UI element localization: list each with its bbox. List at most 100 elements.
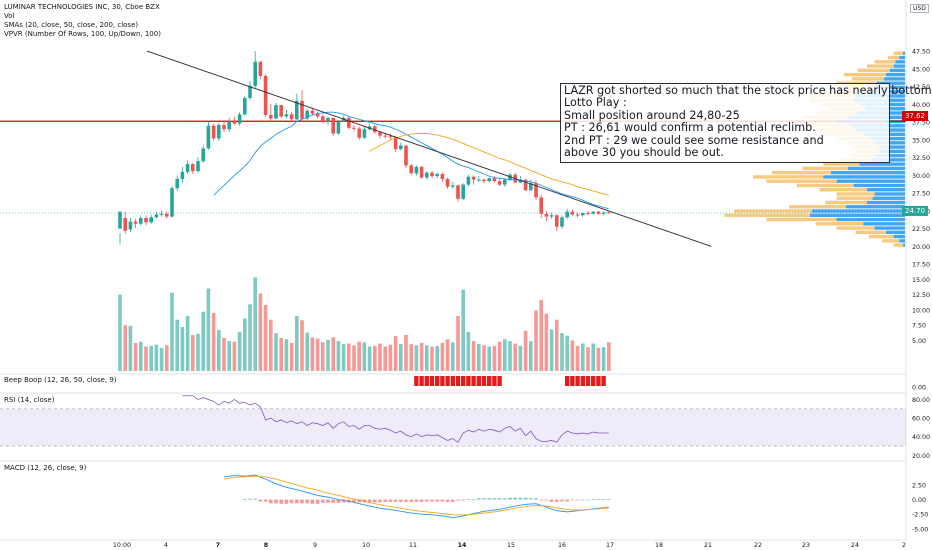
vp-row-down <box>724 213 810 217</box>
volume-bar <box>435 345 439 371</box>
time-tick-label: 9 <box>313 542 317 549</box>
candle-body <box>607 212 611 214</box>
candle-body <box>414 166 419 174</box>
volume-bar <box>133 342 138 371</box>
candle-body <box>492 178 497 182</box>
volume-bar <box>518 345 523 371</box>
vp-row-up <box>836 217 905 222</box>
candle-body <box>243 97 247 115</box>
annotation-box[interactable]: LAZR got shorted so much that the stock … <box>560 83 932 163</box>
vp-row-up <box>863 222 905 226</box>
vp-row-up <box>853 183 905 188</box>
macd-histogram-bar <box>508 497 512 500</box>
beep-bar <box>435 376 440 386</box>
macd-histogram-bar <box>513 497 517 500</box>
beep-bar <box>424 376 429 386</box>
vpvr-legend[interactable]: VPVR (Number Of Rows, 100, Up/Down, 100) <box>4 30 161 38</box>
volume-bar <box>310 337 315 371</box>
volume-bar <box>175 319 179 371</box>
candle-body <box>456 185 460 199</box>
time-tick-label: 11 <box>409 542 417 549</box>
vp-row-down <box>819 188 867 192</box>
vp-row-up <box>846 205 905 209</box>
volume-bar <box>544 313 549 371</box>
vp-row-up <box>886 230 905 235</box>
macd-signal-line <box>223 475 609 516</box>
macd-histogram-bar <box>430 499 434 502</box>
candle-body <box>170 188 174 217</box>
volume-bar <box>336 341 341 371</box>
volume-bar <box>367 346 372 371</box>
volume-bar <box>419 342 424 371</box>
volume-bar <box>269 319 273 371</box>
price-tick-label: 32.50 <box>912 155 930 162</box>
resistance-price-tag: 37.62 <box>901 111 928 121</box>
beep-boop-label[interactable]: Beep Boop (12, 26, 50, close, 9) <box>4 376 117 384</box>
volume-bar <box>191 334 195 371</box>
candle-body <box>518 179 523 183</box>
volume-bars <box>118 277 611 371</box>
macd-histogram-bar <box>326 499 330 503</box>
sma-legend[interactable]: SMAs (20, close, 50, close, 200, close) <box>4 21 139 29</box>
vp-row-down <box>789 205 847 209</box>
volume-tick-label: 12.50 <box>912 292 930 299</box>
candle-body <box>144 218 148 223</box>
volume-bar <box>185 316 190 371</box>
vp-row-up <box>889 68 905 73</box>
macd-label[interactable]: MACD (12, 26, close, 9) <box>4 464 87 472</box>
candle-body <box>128 221 133 230</box>
volume-bar <box>331 337 335 371</box>
beep-bar <box>466 376 471 386</box>
macd-histogram-bar <box>560 499 564 502</box>
macd-tick-label: -2.50 <box>912 512 928 519</box>
vp-row-down <box>851 77 885 81</box>
candle-body <box>279 105 283 117</box>
candle-body <box>596 211 601 214</box>
candle-body <box>149 217 153 223</box>
candle-body <box>274 105 278 119</box>
vp-row-down <box>815 222 864 226</box>
candle-body <box>409 165 413 174</box>
macd-tick-label: -5.00 <box>912 526 928 533</box>
candle-body <box>263 75 268 116</box>
vp-row-down <box>753 175 824 179</box>
volume-bar <box>440 342 445 371</box>
macd-histogram-bar <box>388 499 393 502</box>
volume-bar <box>253 277 257 371</box>
candle-body <box>165 213 169 217</box>
candle-body <box>341 117 346 122</box>
time-tick-label: 14 <box>458 542 467 549</box>
vp-row-up <box>867 200 905 205</box>
candle-body <box>237 114 242 124</box>
candle-body <box>206 125 211 149</box>
candle-body <box>336 121 341 134</box>
candle-body <box>430 172 434 177</box>
price-axis: 47.50 45.00 42.50 40.00 37.50 35.00 32.50 30.00… <box>912 49 930 534</box>
candle-body <box>487 178 491 182</box>
time-tick-label: 24 <box>851 542 859 549</box>
rsi-tick-label: 40.00 <box>912 434 930 441</box>
macd-histogram-bar <box>549 499 554 502</box>
vp-row-up <box>867 188 905 192</box>
vol-legend[interactable]: Vol <box>4 12 15 20</box>
candle-body <box>544 213 549 217</box>
macd-histogram-bar <box>466 499 471 500</box>
macd-histogram-bar <box>331 499 335 503</box>
volume-bar <box>315 338 320 371</box>
vp-row-up <box>893 234 905 239</box>
vp-row-down <box>868 234 894 239</box>
volume-bar <box>565 335 569 371</box>
macd-histogram-bar <box>451 499 455 502</box>
time-tick-label: 10 <box>362 542 370 549</box>
vp-row-up <box>874 226 905 230</box>
candle-body <box>284 114 289 117</box>
volume-bar <box>362 342 367 371</box>
macd-histogram-bar <box>399 499 403 502</box>
vp-row-down <box>734 209 812 213</box>
beep-bar <box>575 376 580 386</box>
volume-bar <box>232 341 237 371</box>
currency-label[interactable]: USD <box>910 4 929 13</box>
volume-bar <box>347 343 351 371</box>
rsi-label[interactable]: RSI (14, close) <box>4 396 55 404</box>
volume-tick-label: 17.50 <box>912 262 930 269</box>
